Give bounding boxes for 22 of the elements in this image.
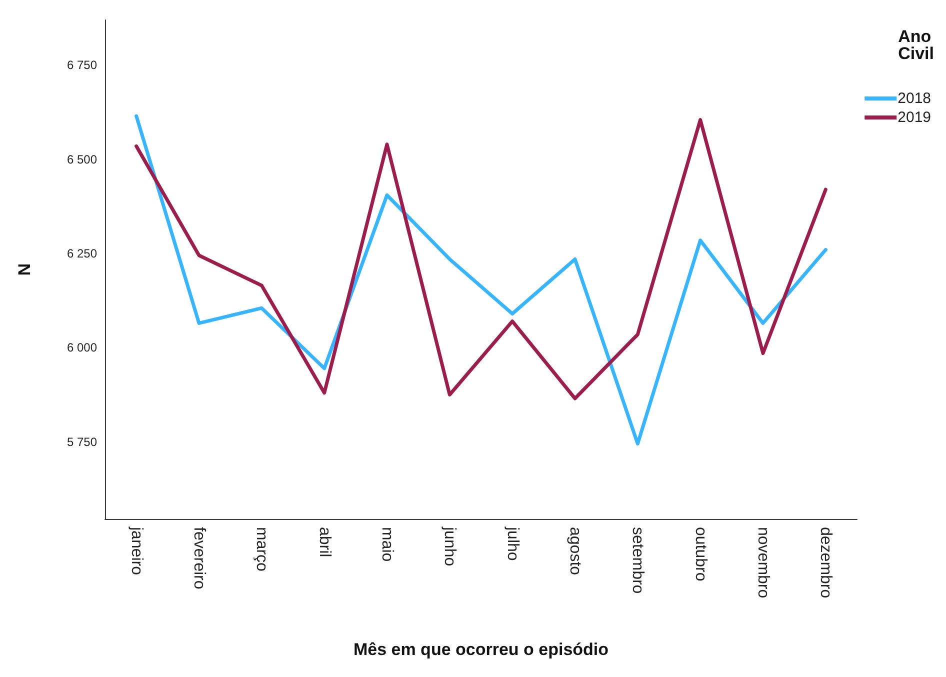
x-tick-label: novembro <box>754 527 772 598</box>
y-tick-label: 6 750 <box>66 58 98 72</box>
x-axis-title: Mês em que ocorreu o episódio <box>353 640 609 659</box>
legend-label: 2019 <box>898 109 932 126</box>
y-tick-label: 5 750 <box>66 434 98 449</box>
legend-title: Ano Civil <box>898 27 934 63</box>
y-tick-label: 6 500 <box>66 152 98 166</box>
y-tick-label: 6 000 <box>66 340 98 355</box>
x-tick-label: abril <box>316 527 333 558</box>
x-tick-label: junho <box>441 526 458 566</box>
x-tick-label: maio <box>378 527 396 562</box>
x-tick-label: fevereiro <box>190 527 208 590</box>
x-tick-label: agosto <box>566 527 584 576</box>
x-tick-label: outubro <box>692 527 709 582</box>
y-axis-title: N <box>15 263 34 276</box>
x-tick-label: março <box>253 527 270 572</box>
legend-label: 2018 <box>898 90 932 107</box>
x-tick-label: julho <box>504 526 521 561</box>
x-tick-label: setembro <box>629 527 646 594</box>
y-tick-label: 6 250 <box>66 246 98 260</box>
x-tick-label: dezembro <box>817 527 834 598</box>
x-tick-label: janeiro <box>128 526 145 576</box>
